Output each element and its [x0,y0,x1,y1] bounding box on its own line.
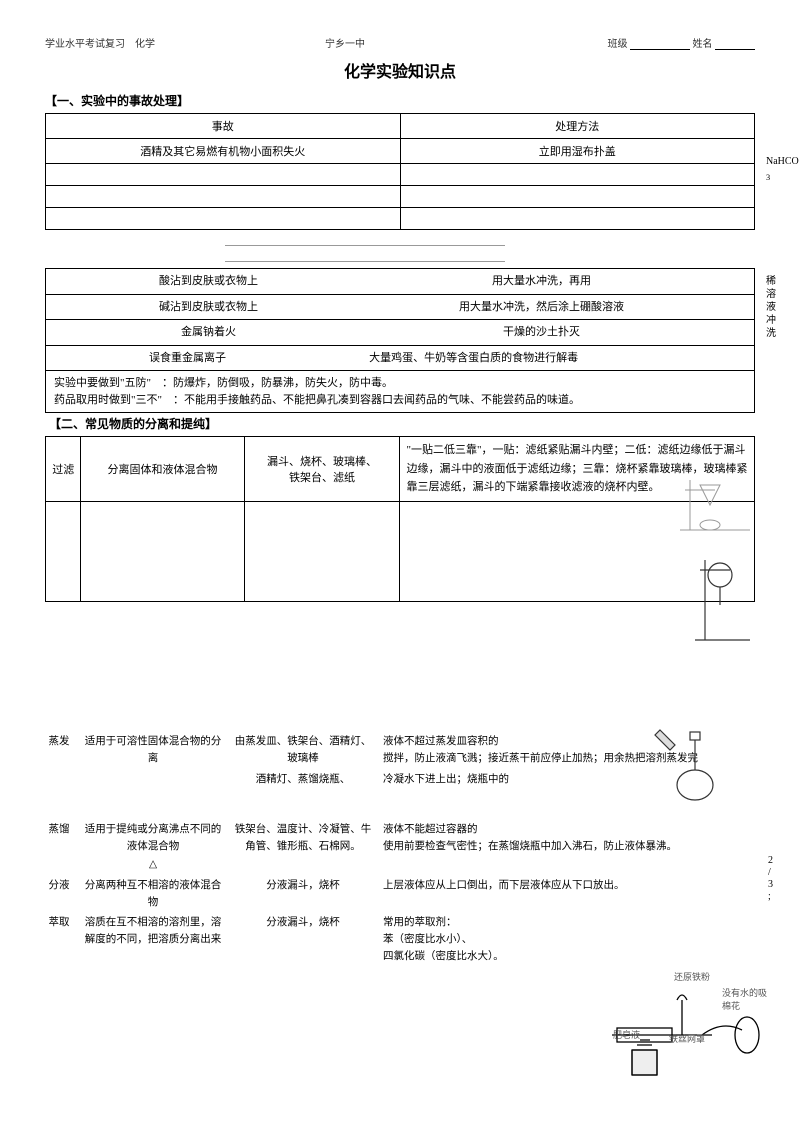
page-header: 学业水平考试复习 化学 宁乡一中 班级 姓名 [45,35,755,50]
divider-line [225,250,505,262]
extract-use: 溶质在互不相溶的溶剂里，溶解度的不同，把溶质分离出来 [83,913,223,967]
empty-cell [244,502,400,602]
sep-use: 分离两种互不相溶的液体混合物 [83,876,223,914]
col-accident: 事故 [46,114,401,139]
class-label: 班级 [608,39,628,50]
t2-m4: 大量鸡蛋、牛奶等含蛋白质的食物进行解毒 [329,345,754,371]
empty-cell [46,294,89,320]
filter-name: 过滤 [46,437,81,502]
name-blank [715,38,755,50]
side-formula: NaHCO 3 [766,155,780,184]
side-formula-sub: 3 [766,173,770,182]
empty-cell [46,208,401,230]
empty-cell [81,502,244,602]
name-label: 姓名 [693,39,713,50]
t2-a2: 碱沾到皮肤或衣物上 [88,294,329,320]
t2-m1: 用大量水冲洗，再用 [329,269,754,295]
evap-name: 蒸发 [45,732,73,770]
header-left: 学业水平考试复习 化学 [45,35,325,50]
t2-a3: 金属钠着火 [88,320,329,346]
extract-name: 萃取 [45,913,73,967]
accident-1: 酒精及其它易燃有机物小面积失火 [46,139,401,164]
page-n: 2 [768,855,773,866]
filter-use: 分离固体和液体混合物 [81,437,244,502]
empty-cell [46,502,81,602]
extract-note: 常用的萃取剂： 苯（密度比水小）、 四氯化碳（密度比水大）。 [383,913,755,967]
page-p: ; [768,891,771,902]
sep-note: 上层液体应从上口倒出，而下层液体应从下口放出。 [383,876,755,914]
divider-line [225,234,505,246]
accident-table: 事故 处理方法 酒精及其它易燃有机物小面积失火 立即用湿布扑盖 [45,113,755,230]
distill-name: 蒸馏 [45,820,73,875]
side-formula-text: NaHCO [766,156,799,167]
page-number: 2/ 3 ; [768,855,780,903]
col-method: 处理方法 [400,114,755,139]
section1-heading: 【一、实验中的事故处理】 [45,92,755,109]
methods-grid-2: 蒸馏 适用于提纯或分离沸点不同的液体混合物 △ 铁架台、温度计、冷凝管、牛角管、… [45,820,755,967]
filter-tools: 漏斗、烧杯、玻璃棒、 铁架台、滤纸 [244,437,400,502]
three-note: 药品取用时做到"三不" ：不能用手接触药品、不能把鼻孔凑到容器口去闻药品的气味、… [54,392,746,409]
sep-name: 分液 [45,876,73,914]
evap-use: 适用于可溶性固体混合物的分离 [83,732,223,770]
page-title: 化学实验知识点 [45,58,755,82]
empty-cell [46,269,89,295]
label-d: 没有水的吸棉花 [722,986,772,1012]
empty-cell [400,208,755,230]
section2-heading: 【二、常见物质的分离和提纯】 [45,415,755,432]
distill-use: 适用于提纯或分离沸点不同的液体混合物 △ [83,820,223,875]
five-note: 实验中要做到"五防" ：防爆炸，防倒吸，防暴沸，防失火，防中毒。 [54,375,746,392]
label-a: 还原铁粉 [674,970,710,983]
empty-cell [83,770,223,791]
separation-table: 过滤 分离固体和液体混合物 漏斗、烧杯、玻璃棒、 铁架台、滤纸 "一贴二低三靠"… [45,436,755,602]
empty-cell [45,770,73,791]
sep-tools: 分液漏斗，烧杯 [233,876,373,914]
extra-tools: 酒精灯、蒸馏烧瓶、 [233,770,373,791]
label-b: 铁丝网罩 [669,1032,705,1045]
t2-a1: 酸沾到皮肤或衣物上 [88,269,329,295]
distill-tools: 铁架台、温度计、冷凝管、牛角管、锥形瓶、石棉网。 [233,820,373,875]
empty-cell [46,164,401,186]
label-c: 肥皂液 [613,1028,640,1041]
t2-m3: 干燥的沙土扑灭 [329,320,754,346]
class-blank [630,38,690,50]
header-right: 班级 姓名 [505,35,755,50]
evap-apparatus-icon [640,720,730,810]
distill-note: 液体不能超过容器的 使用前要检查气密性；在蒸馏烧瓶中加入沸石，防止液体暴沸。 [383,820,755,875]
side-note: 稀溶液冲洗 [766,275,780,340]
accident-table-2: 酸沾到皮肤或衣物上 用大量水冲洗，再用 碱沾到皮肤或衣物上 用大量水冲洗，然后涂… [45,268,755,413]
notes-cell: 实验中要做到"五防" ：防爆炸，防倒吸，防暴沸，防失火，防中毒。 药品取用时做到… [46,371,755,413]
method-1: 立即用湿布扑盖 [400,139,755,164]
t2-m2: 用大量水冲洗，然后涂上硼酸溶液 [329,294,754,320]
empty-cell [46,320,89,346]
empty-cell [400,164,755,186]
header-mid: 宁乡一中 [325,35,505,50]
distill-use-text: 适用于提纯或分离沸点不同的液体混合物 [85,824,222,852]
empty-cell [400,186,755,208]
evap-tools: 由蒸发皿、铁架台、酒精灯、玻璃棒 [233,732,373,770]
extract-tools: 分液漏斗，烧杯 [233,913,373,967]
filter-apparatus-icon [670,470,760,540]
empty-cell [46,186,401,208]
page-d: 3 [768,879,773,890]
t2-a4: 误食重金属离子 [46,345,330,371]
triangle-icon: △ [149,858,157,870]
flask-funnel-icon [680,540,760,650]
